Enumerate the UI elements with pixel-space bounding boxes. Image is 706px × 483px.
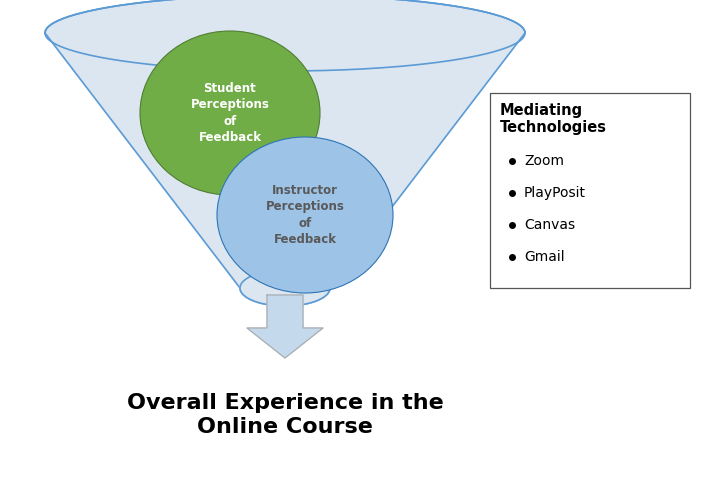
Text: Mediating
Technologies: Mediating Technologies: [500, 103, 607, 135]
Polygon shape: [45, 0, 525, 306]
Polygon shape: [45, 0, 525, 71]
Ellipse shape: [217, 137, 393, 293]
Polygon shape: [247, 295, 323, 358]
Text: Canvas: Canvas: [524, 218, 575, 232]
Text: Instructor
Perceptions
of
Feedback: Instructor Perceptions of Feedback: [265, 184, 345, 246]
Text: Gmail: Gmail: [524, 250, 565, 264]
Text: Zoom: Zoom: [524, 154, 564, 168]
Text: PlayPosit: PlayPosit: [524, 186, 586, 200]
FancyBboxPatch shape: [490, 93, 690, 288]
Text: Student
Perceptions
of
Feedback: Student Perceptions of Feedback: [191, 82, 270, 144]
Polygon shape: [240, 270, 330, 306]
Text: Overall Experience in the
Online Course: Overall Experience in the Online Course: [126, 393, 443, 438]
Ellipse shape: [140, 31, 320, 195]
